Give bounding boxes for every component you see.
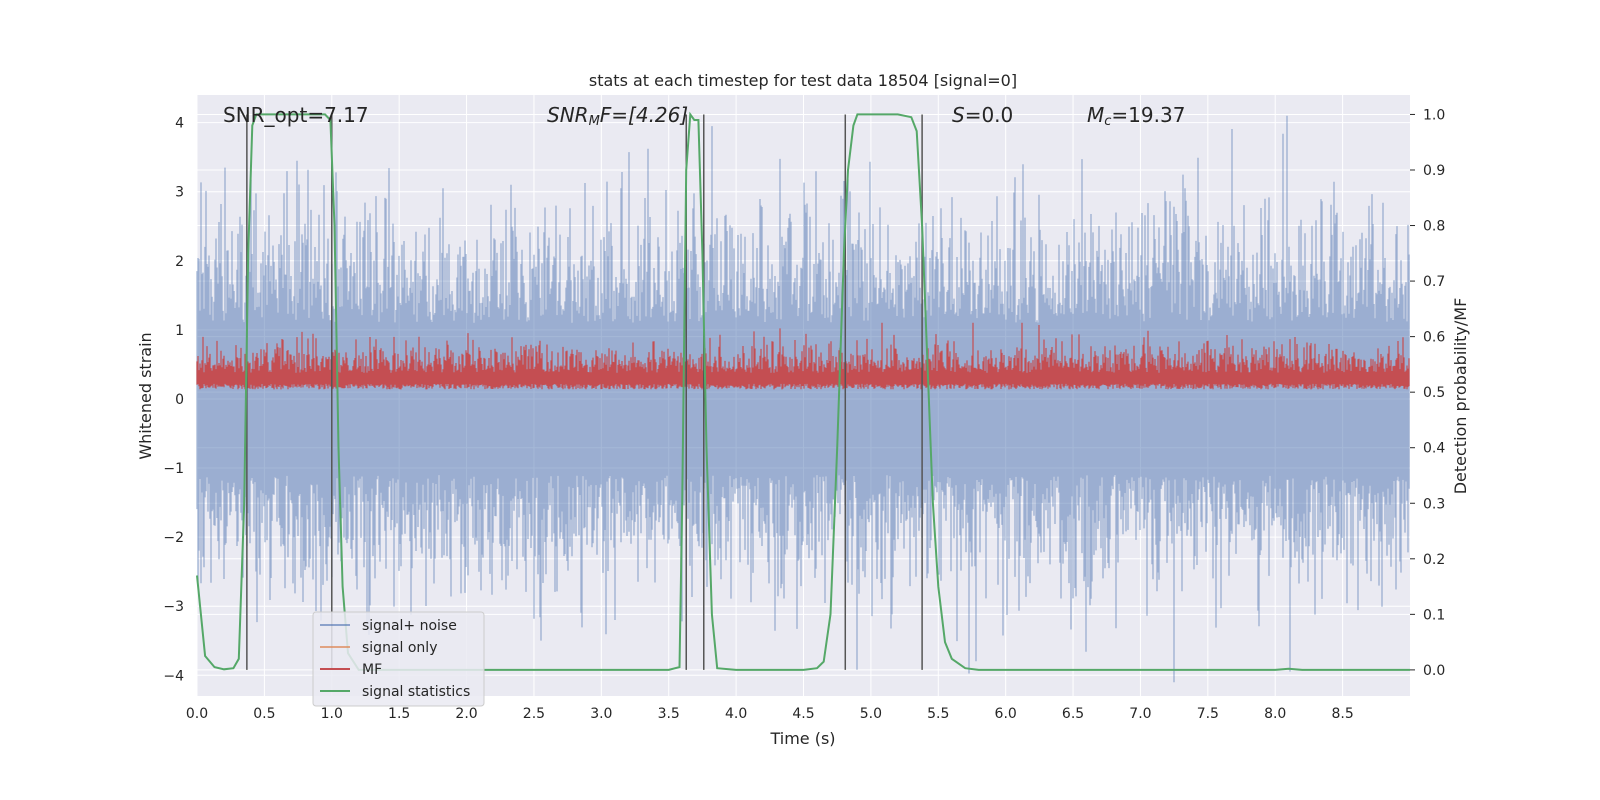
x-tick-label: 6.0 [995,706,1017,722]
x-tick-label: 4.0 [725,706,747,722]
y-tick-label: −3 [163,599,184,615]
y2-tick-label: 0.5 [1423,385,1445,401]
y2-tick-label: 0.0 [1423,663,1445,679]
x-tick-labels: 0.0 0.5 1.0 1.5 2.0 2.5 3.0 3.5 4.0 4.5 5.0 5.5 6.0 6… [186,706,1354,722]
y2-tick-label: 1.0 [1423,107,1445,123]
x-tick-label: 7.5 [1197,706,1219,722]
chart-title: stats at each timestep for test data 185… [589,71,1017,90]
annotation-snr-opt: SNR_opt=7.17 [223,103,369,127]
x-tick-label: 5.5 [927,706,949,722]
x-tick-label: 2.5 [523,706,545,722]
x-tick-label: 2.0 [455,706,477,722]
series-mf [196,322,1410,390]
annotation-s: S=0.0 [952,103,1013,127]
y-tick-label: −4 [163,668,184,684]
x-tick-label: 8.5 [1331,706,1353,722]
y2-tick-label: 0.3 [1423,496,1445,512]
x-tick-label: 1.0 [321,706,343,722]
x-tick-label: 3.5 [658,706,680,722]
x-tick-label: 8.0 [1264,706,1286,722]
legend-label-signal-statistics: signal statistics [362,684,470,700]
y-tick-label: 4 [175,116,184,132]
y2-tick-label: 0.4 [1423,441,1445,457]
y-tick-label: 2 [175,254,184,270]
y2-tick-label: 0.9 [1423,163,1445,179]
x-tick-label: 5.0 [860,706,882,722]
y-axis-label: Whitened strain [136,332,155,459]
y2-tick-label: 0.6 [1423,330,1445,346]
x-tick-label: 1.5 [388,706,410,722]
x-tick-label: 7.0 [1129,706,1151,722]
annotation-mc: Mc=19.37 [1087,103,1185,129]
y-tick-labels: 4 3 2 1 0 −1 −2 −3 −4 [163,116,184,685]
mf-trace [196,322,1410,390]
x-tick-label: 0.0 [186,706,208,722]
y2-tick-label: 0.1 [1423,607,1445,623]
y-tick-label: −1 [163,461,184,477]
legend-label-mf: MF [362,662,382,678]
y2-tick-label: 0.2 [1423,552,1445,568]
x-tick-label: 6.5 [1062,706,1084,722]
annotation-snr-mf: SNRMF=[4.26] [547,103,688,129]
series-signal-statistics [196,111,1410,671]
x-tick-label: 4.5 [792,706,814,722]
x-tick-label: 3.0 [590,706,612,722]
y-tick-label: 1 [175,323,184,339]
legend-label-signal-noise: signal+ noise [362,618,457,634]
x-axis-label: Time (s) [769,729,835,748]
legend-box [312,611,485,707]
legend-label-signal-only: signal only [362,640,437,656]
y2-tick-label: 0.7 [1423,274,1445,290]
legend: signal+ noise signal only MF signal stat… [312,611,485,707]
y-tick-label: 3 [175,185,184,201]
y2-tick-labels: 1.0 0.9 0.8 0.7 0.6 0.5 0.4 0.3 0.2 0.1 0.0 [1410,107,1445,679]
y2-axis-label: Detection probability/MF [1451,298,1470,495]
y2-tick-label: 0.8 [1423,219,1445,235]
x-tick-label: 0.5 [253,706,275,722]
y-tick-label: 0 [175,392,184,408]
signal-statistics-line [196,111,1410,671]
y-tick-label: −2 [163,530,184,546]
